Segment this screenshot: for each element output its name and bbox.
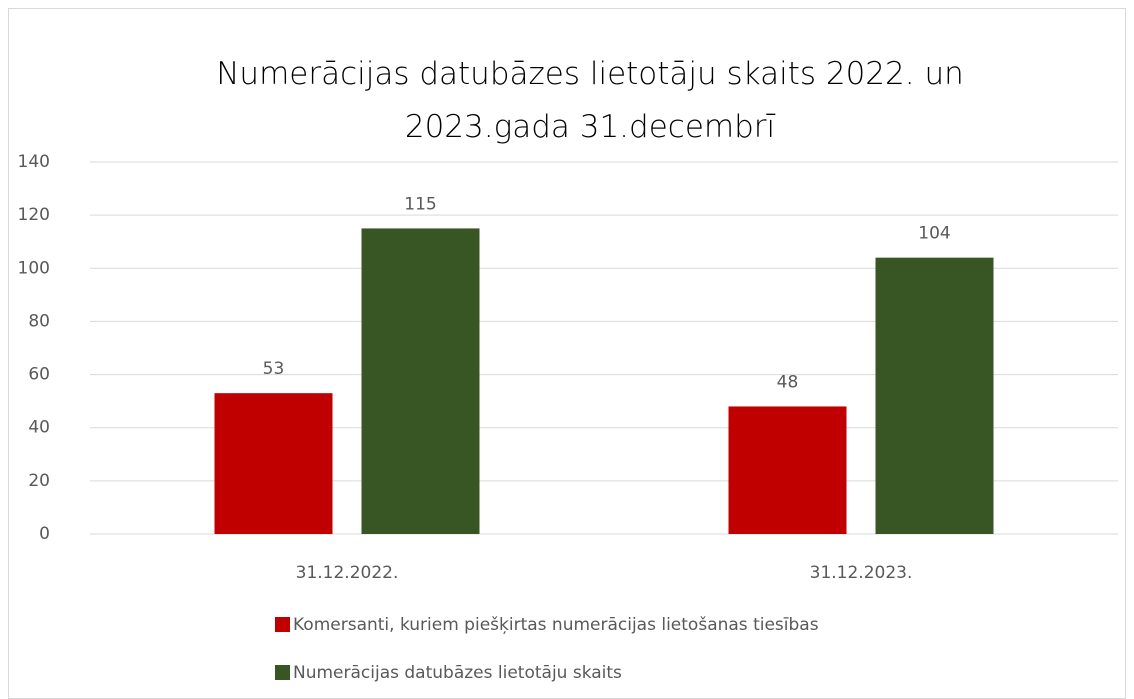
legend-label: Komersanti, kuriem piešķirtas numerācija… [293, 615, 819, 635]
legend-swatch [275, 665, 290, 680]
y-tick-label: 100 [18, 258, 50, 278]
legend-swatch [275, 617, 290, 632]
bar [361, 228, 480, 534]
y-tick-label: 140 [18, 152, 50, 172]
y-tick-label: 60 [28, 365, 50, 385]
chart-title: Numerācijas datubāzes lietotāju skaits 2… [216, 56, 964, 145]
data-label: 104 [918, 224, 950, 244]
y-tick-label: 20 [28, 471, 50, 491]
y-tick-label: 80 [28, 311, 50, 331]
y-tick-label: 40 [28, 418, 50, 438]
x-tick-label: 31.12.2022. [296, 563, 399, 583]
data-label: 53 [263, 359, 285, 379]
x-tick-label: 31.12.2023. [810, 563, 913, 583]
bar [728, 406, 847, 534]
bar [214, 393, 333, 534]
bar [875, 257, 994, 534]
y-tick-label: 0 [39, 524, 50, 544]
y-tick-label: 120 [18, 205, 50, 225]
data-label: 48 [777, 372, 799, 392]
data-label: 115 [404, 194, 436, 214]
legend-label: Numerācijas datubāzes lietotāju skaits [293, 663, 622, 683]
